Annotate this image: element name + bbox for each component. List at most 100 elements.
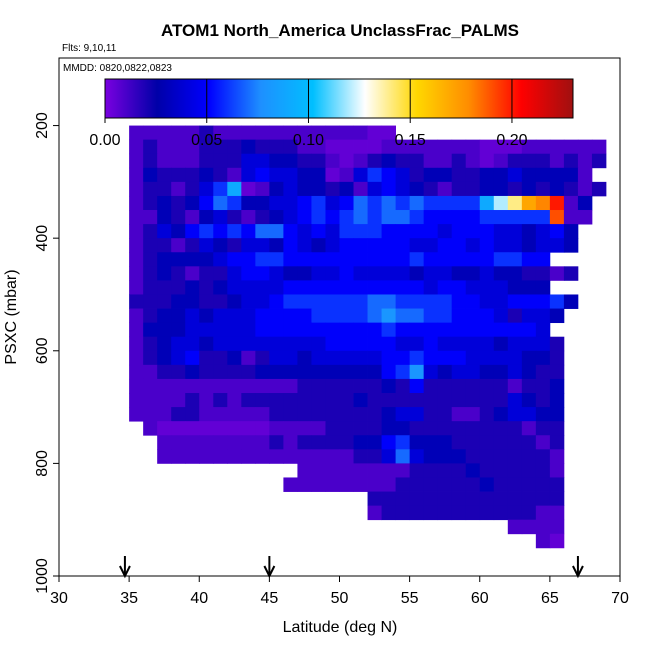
heatmap-cell bbox=[199, 252, 214, 267]
heatmap-cell bbox=[535, 224, 551, 239]
heatmap-cell bbox=[507, 393, 523, 408]
heatmap-cell bbox=[339, 477, 354, 492]
heatmap-cell bbox=[213, 125, 228, 141]
heatmap-cell bbox=[395, 505, 411, 521]
heatmap-cell bbox=[381, 252, 396, 267]
heatmap-cell bbox=[409, 336, 425, 352]
heatmap-cell bbox=[437, 477, 453, 492]
heatmap-cell bbox=[367, 336, 382, 352]
heatmap-cell bbox=[479, 210, 495, 225]
heatmap-cell bbox=[171, 421, 186, 436]
heatmap-cell bbox=[297, 139, 312, 155]
heatmap-cell bbox=[465, 322, 481, 338]
heatmap-cell bbox=[353, 336, 368, 352]
heatmap-cell bbox=[479, 378, 495, 394]
heatmap-cell bbox=[213, 139, 228, 155]
heatmap-cell bbox=[213, 266, 228, 281]
heatmap-cell bbox=[395, 181, 411, 197]
heatmap-cell bbox=[297, 364, 312, 380]
heatmap-cell bbox=[269, 280, 284, 295]
heatmap-cell bbox=[381, 350, 396, 366]
heatmap-cell bbox=[171, 181, 186, 197]
heatmap-cell bbox=[465, 407, 481, 422]
heatmap-cell bbox=[367, 421, 382, 436]
heatmap-cell bbox=[241, 224, 256, 239]
heatmap-cell bbox=[227, 195, 242, 211]
heatmap-cell bbox=[185, 364, 200, 380]
colorbar-ticks: 0.00 0.05 0.10 0.15 0.20 bbox=[89, 79, 528, 149]
heatmap-cell bbox=[311, 224, 326, 239]
heatmap-cell bbox=[227, 266, 242, 281]
heatmap-cell bbox=[381, 505, 396, 521]
heatmap-cell bbox=[409, 407, 425, 422]
heatmap-cell bbox=[185, 167, 200, 183]
heatmap-cell bbox=[465, 252, 481, 267]
heatmap-cell bbox=[255, 336, 270, 352]
heatmap-cell bbox=[437, 350, 453, 366]
heatmap-cells bbox=[129, 125, 607, 549]
heatmap-cell bbox=[199, 449, 214, 464]
heatmap-cell bbox=[129, 167, 144, 183]
heatmap-cell bbox=[479, 181, 495, 197]
heatmap-cell bbox=[325, 181, 340, 197]
heatmap-cell bbox=[409, 153, 425, 169]
heatmap-cell bbox=[297, 125, 312, 141]
heatmap-cell bbox=[535, 280, 551, 295]
heatmap-cell bbox=[143, 294, 158, 309]
heatmap-cell bbox=[367, 153, 382, 169]
heatmap-cell bbox=[549, 463, 565, 478]
heatmap-cell bbox=[507, 167, 523, 183]
heatmap-cell bbox=[283, 210, 298, 225]
heatmap-cell bbox=[521, 421, 537, 436]
heatmap-cell bbox=[157, 435, 172, 450]
heatmap-cell bbox=[297, 393, 312, 408]
heatmap-cell bbox=[227, 210, 242, 225]
heatmap-cell bbox=[437, 435, 453, 450]
heatmap-cell bbox=[423, 195, 439, 211]
heatmap-cell bbox=[549, 195, 565, 211]
heatmap-cell bbox=[549, 435, 565, 450]
heatmap-cell bbox=[381, 195, 396, 211]
heatmap-cell bbox=[129, 224, 144, 239]
heatmap-cell bbox=[563, 181, 579, 197]
heatmap-cell bbox=[535, 210, 551, 225]
heatmap-cell bbox=[297, 210, 312, 225]
heatmap-cell bbox=[409, 308, 425, 324]
heatmap-cell bbox=[479, 463, 495, 478]
heatmap-cell bbox=[297, 308, 312, 324]
heatmap-cell bbox=[171, 322, 186, 338]
heatmap-cell bbox=[157, 224, 172, 239]
heatmap-cell bbox=[423, 350, 439, 366]
heatmap-cell bbox=[493, 364, 509, 380]
heatmap-cell bbox=[157, 125, 172, 141]
heatmap-cell bbox=[493, 477, 509, 492]
heatmap-cell bbox=[353, 308, 368, 324]
heatmap-cell bbox=[185, 153, 200, 169]
heatmap-cell bbox=[381, 336, 396, 352]
x-tick-label: 70 bbox=[611, 590, 629, 607]
heatmap-cell bbox=[241, 181, 256, 197]
heatmap-cell bbox=[199, 280, 214, 295]
heatmap-cell bbox=[381, 435, 396, 450]
heatmap-cell bbox=[451, 364, 467, 380]
heatmap-cell bbox=[409, 167, 425, 183]
heatmap-cell bbox=[297, 350, 312, 366]
heatmap-cell bbox=[479, 336, 495, 352]
heatmap-cell bbox=[451, 280, 467, 295]
heatmap-cell bbox=[409, 364, 425, 380]
heatmap-cell bbox=[479, 435, 495, 450]
heatmap-cell bbox=[507, 505, 523, 521]
heatmap-cell bbox=[395, 280, 411, 295]
heatmap-cell bbox=[311, 322, 326, 338]
heatmap-cell bbox=[241, 238, 256, 253]
heatmap-cell bbox=[171, 224, 186, 239]
heatmap-cell bbox=[521, 491, 537, 507]
heatmap-cell bbox=[213, 252, 228, 267]
heatmap-cell bbox=[185, 238, 200, 253]
heatmap-cell bbox=[143, 266, 158, 281]
heatmap-cell bbox=[171, 153, 186, 169]
heatmap-cell bbox=[521, 238, 537, 253]
heatmap-cell bbox=[339, 463, 354, 478]
heatmap-cell bbox=[507, 294, 523, 309]
heatmap-cell bbox=[381, 393, 396, 408]
